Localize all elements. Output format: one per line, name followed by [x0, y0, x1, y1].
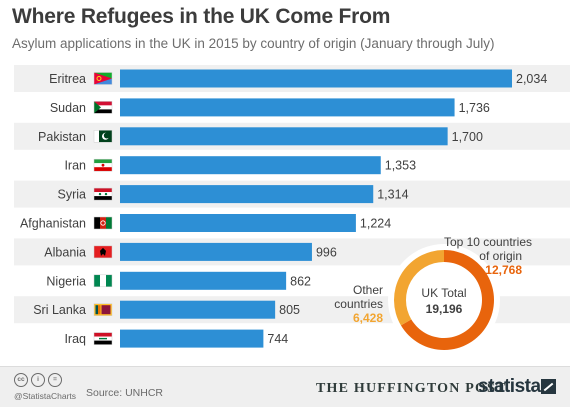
slice-label: countries — [334, 297, 383, 311]
category-label: Iran — [64, 159, 86, 173]
data-label: 1,700 — [452, 130, 483, 144]
sri-lanka-flag-icon — [93, 303, 113, 316]
bar-row: Sudan 1,736 — [14, 93, 570, 121]
data-label: 2,034 — [516, 72, 547, 86]
footer: cc i = @StatistaCharts Source: UNHCR THE… — [0, 366, 570, 407]
data-label: 805 — [279, 303, 300, 317]
cc-icon: cc — [14, 373, 28, 387]
category-label: Eritrea — [49, 72, 86, 86]
bar-row: Syria 1,314 — [14, 180, 570, 208]
syria-flag-icon — [93, 187, 113, 201]
statista-handle: @StatistaCharts — [14, 391, 77, 401]
bar — [120, 300, 276, 319]
category-label: Albania — [44, 245, 86, 259]
category-label: Pakistan — [38, 130, 86, 144]
nigeria-flag-icon — [93, 274, 113, 288]
bar-row: Albania 996 — [14, 238, 570, 266]
bar — [120, 98, 455, 117]
bar-row: Afghanistan 1,224 — [14, 209, 570, 237]
nd-icon: = — [48, 373, 62, 387]
eritrea-flag-icon — [93, 72, 113, 85]
data-label: 862 — [290, 274, 311, 288]
category-label: Iraq — [64, 332, 86, 346]
category-label: Afghanistan — [20, 217, 86, 231]
slice-label: Top 10 countries — [444, 235, 532, 249]
slice-value: 6,428 — [353, 311, 383, 325]
data-label: 1,224 — [360, 217, 391, 231]
category-label: Sri Lanka — [33, 303, 86, 317]
page-title: Where Refugees in the UK Come From — [12, 5, 391, 28]
bar — [120, 127, 448, 146]
bar — [120, 156, 381, 175]
statista-logo: statista — [478, 376, 541, 397]
license-icons: cc i = — [14, 373, 62, 387]
bar-row: Iran 1,353 — [14, 151, 570, 179]
bar-row: Pakistan 1,700 — [14, 122, 570, 150]
slice-label: Other — [353, 283, 383, 297]
afghanistan-flag-icon — [93, 216, 113, 230]
bar-row: Eritrea 2,034 — [14, 65, 570, 92]
category-label: Nigeria — [46, 274, 86, 288]
source-label: Source: UNHCR — [86, 387, 164, 399]
pakistan-flag-icon — [93, 130, 113, 143]
bar — [120, 271, 287, 290]
donut-center-value: 19,196 — [426, 302, 463, 316]
iran-flag-icon — [93, 158, 113, 172]
bar-chart: Eritrea 2,034 Sudan 1,736 Pakistan 1,700 Iran 1… — [14, 65, 570, 356]
slice-label: of origin — [479, 249, 522, 263]
by-icon: i — [31, 373, 45, 387]
iraq-flag-icon — [93, 332, 113, 345]
albania-flag-icon — [93, 245, 113, 259]
category-label: Sudan — [50, 101, 86, 115]
bar — [120, 242, 312, 261]
bar — [120, 185, 374, 204]
statista-mark-icon — [541, 379, 556, 394]
data-label: 996 — [316, 245, 337, 259]
page-subtitle: Asylum applications in the UK in 2015 by… — [12, 36, 495, 51]
category-label: Syria — [58, 188, 87, 202]
slice-value: 12,768 — [485, 263, 522, 277]
data-label: 1,736 — [459, 101, 490, 115]
donut-slice — [394, 250, 444, 326]
bar — [120, 69, 512, 88]
sudan-flag-icon — [93, 101, 113, 114]
bar — [120, 329, 264, 348]
partner-logo: THE HUFFINGTON POST — [316, 381, 507, 396]
data-label: 1,353 — [385, 159, 416, 173]
bar — [120, 214, 356, 232]
data-label: 1,314 — [377, 188, 408, 202]
data-label: 744 — [267, 332, 288, 346]
donut-center-label: UK Total — [421, 286, 466, 300]
